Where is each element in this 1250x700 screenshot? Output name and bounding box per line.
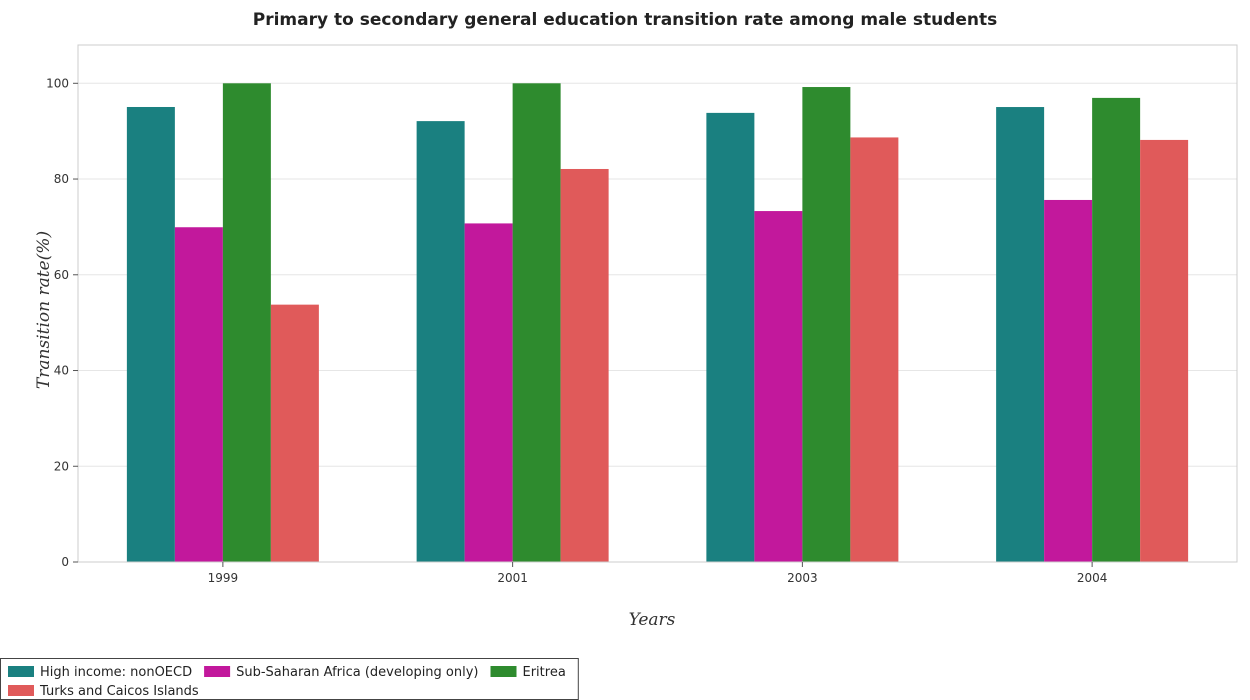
bar [754,211,803,562]
bar [126,106,175,562]
legend-swatch [490,666,517,677]
legend-swatch [8,685,34,696]
bar [512,83,561,562]
legend-box [0,658,579,700]
y-tick-label: 80 [54,172,69,186]
y-axis-label: Transition rate(%) [34,231,54,389]
axes: 0 20 40 60 80 100 1999 2001 2003 2004 [46,44,1238,585]
legend: High income: nonOECD Sub-Saharan Africa (… [0,658,579,700]
x-tick-label: 2001 [497,571,528,585]
legend-swatch [8,666,34,677]
y-tick-label: 0 [61,555,69,569]
legend-label: Sub-Saharan Africa (developing only) [236,665,478,680]
x-axis-label: Years [629,610,676,630]
chart-title: Primary to secondary general education t… [253,10,997,30]
bar [270,304,319,562]
bar [1140,139,1189,562]
x-tick-label: 2003 [787,571,818,585]
bar [416,121,465,562]
y-tick-label: 40 [54,364,69,378]
bar [174,227,223,562]
bar [706,112,755,562]
bar [560,168,609,562]
x-tick-label: 2004 [1077,571,1108,585]
bar [1092,97,1141,562]
legend-label: Turks and Caicos Islands [39,684,199,699]
bar [464,223,513,562]
y-tick-label: 60 [54,268,69,282]
bar [850,137,899,562]
bar [1044,199,1093,562]
y-tick-label: 20 [54,459,69,473]
bar [222,83,271,562]
legend-swatch [204,666,231,677]
bar [802,87,851,562]
bars [126,83,1189,562]
plot-frame [77,44,1238,563]
bar [996,107,1045,562]
x-tick-label: 1999 [208,571,239,585]
legend-label: High income: nonOECD [40,665,192,680]
y-tick-label: 100 [46,76,69,90]
legend-label: Eritrea [523,665,566,680]
